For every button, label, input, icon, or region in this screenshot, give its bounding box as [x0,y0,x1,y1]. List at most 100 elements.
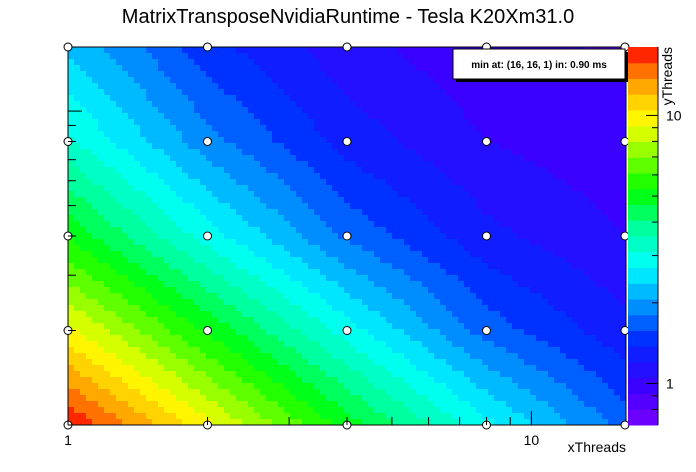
heatmap-cell [92,101,99,108]
heatmap-cell [500,413,507,420]
heatmap-cell [278,137,285,144]
heatmap-cell [140,161,147,168]
heatmap-cell [218,407,225,414]
heatmap-cell [338,137,345,144]
heatmap-cell [506,167,513,174]
heatmap-cell [98,191,105,198]
heatmap-cell [284,413,291,420]
heatmap-cell [326,269,333,276]
heatmap-cell [278,275,285,282]
heatmap-cell [188,365,195,372]
heatmap-cell [518,383,525,390]
heatmap-cell [128,197,135,204]
heatmap-cell [398,269,405,276]
heatmap-cell [332,359,339,366]
heatmap-cell [428,245,435,252]
heatmap-cell [248,203,255,210]
heatmap-cell [68,353,75,360]
heatmap-cell [452,239,459,246]
heatmap-cell [182,341,189,348]
heatmap-cell [386,275,393,282]
heatmap-cell [380,149,387,156]
heatmap-cell [374,179,381,186]
heatmap-cell [338,281,345,288]
heatmap-cell [308,179,315,186]
heatmap-cell [242,143,249,150]
heatmap-cell [524,137,531,144]
heatmap-cell [320,239,327,246]
heatmap-cell [200,269,207,276]
heatmap-cell [296,281,303,288]
heatmap-cell [356,371,363,378]
heatmap-cell [86,137,93,144]
heatmap-cell [206,143,213,150]
heatmap-cell [536,317,543,324]
heatmap-cell [248,353,255,360]
heatmap-cell [98,347,105,354]
heatmap-cell [164,257,171,264]
heatmap-cell [512,209,519,216]
heatmap-cell [368,263,375,270]
heatmap-cell [278,227,285,234]
heatmap-cell [314,149,321,156]
heatmap-cell [200,89,207,96]
heatmap-cell [356,149,363,156]
heatmap-cell [482,389,489,396]
heatmap-cell [302,77,309,84]
heatmap-cell [392,65,399,72]
heatmap-cell [410,221,417,228]
heatmap-cell [308,341,315,348]
heatmap-cell [74,395,81,402]
heatmap-cell [338,185,345,192]
heatmap-cell [236,143,243,150]
heatmap-cell [368,257,375,264]
heatmap-cell [434,227,441,234]
heatmap-cell [374,59,381,66]
heatmap-cell [536,281,543,288]
heatmap-cell [188,251,195,258]
heatmap-cell [98,233,105,240]
heatmap-cell [74,173,81,180]
heatmap-cell [152,215,159,222]
heatmap-cell [428,95,435,102]
heatmap-cell [494,95,501,102]
heatmap-cell [524,173,531,180]
heatmap-cell [500,125,507,132]
heatmap-cell [380,191,387,198]
heatmap-cell [128,65,135,72]
heatmap-cell [518,215,525,222]
heatmap-cell [200,149,207,156]
heatmap-cell [314,221,321,228]
heatmap-cell [494,413,501,420]
heatmap-cell [80,83,87,90]
heatmap-cell [512,119,519,126]
heatmap-cell [374,305,381,312]
heatmap-cell [68,389,75,396]
heatmap-cell [86,113,93,120]
heatmap-cell [86,125,93,132]
heatmap-cell [296,173,303,180]
heatmap-cell [494,311,501,318]
heatmap-cell [74,323,81,330]
heatmap-cell [230,71,237,78]
heatmap-cell [422,251,429,258]
heatmap-cell [320,311,327,318]
heatmap-cell [494,167,501,174]
heatmap-cell [182,317,189,324]
heatmap-cell [206,347,213,354]
heatmap-cell [254,299,261,306]
heatmap-cell [362,275,369,282]
heatmap-cell [362,179,369,186]
heatmap-cell [440,197,447,204]
heatmap-cell [302,281,309,288]
heatmap-cell [404,59,411,66]
heatmap-cell [290,419,297,425]
heatmap-cell [86,89,93,96]
heatmap-cell [242,335,249,342]
heatmap-cell [392,245,399,252]
heatmap-cell [260,329,267,336]
heatmap-cell [146,161,153,168]
heatmap-cell [500,185,507,192]
heatmap-cell [308,167,315,174]
heatmap-cell [110,227,117,234]
